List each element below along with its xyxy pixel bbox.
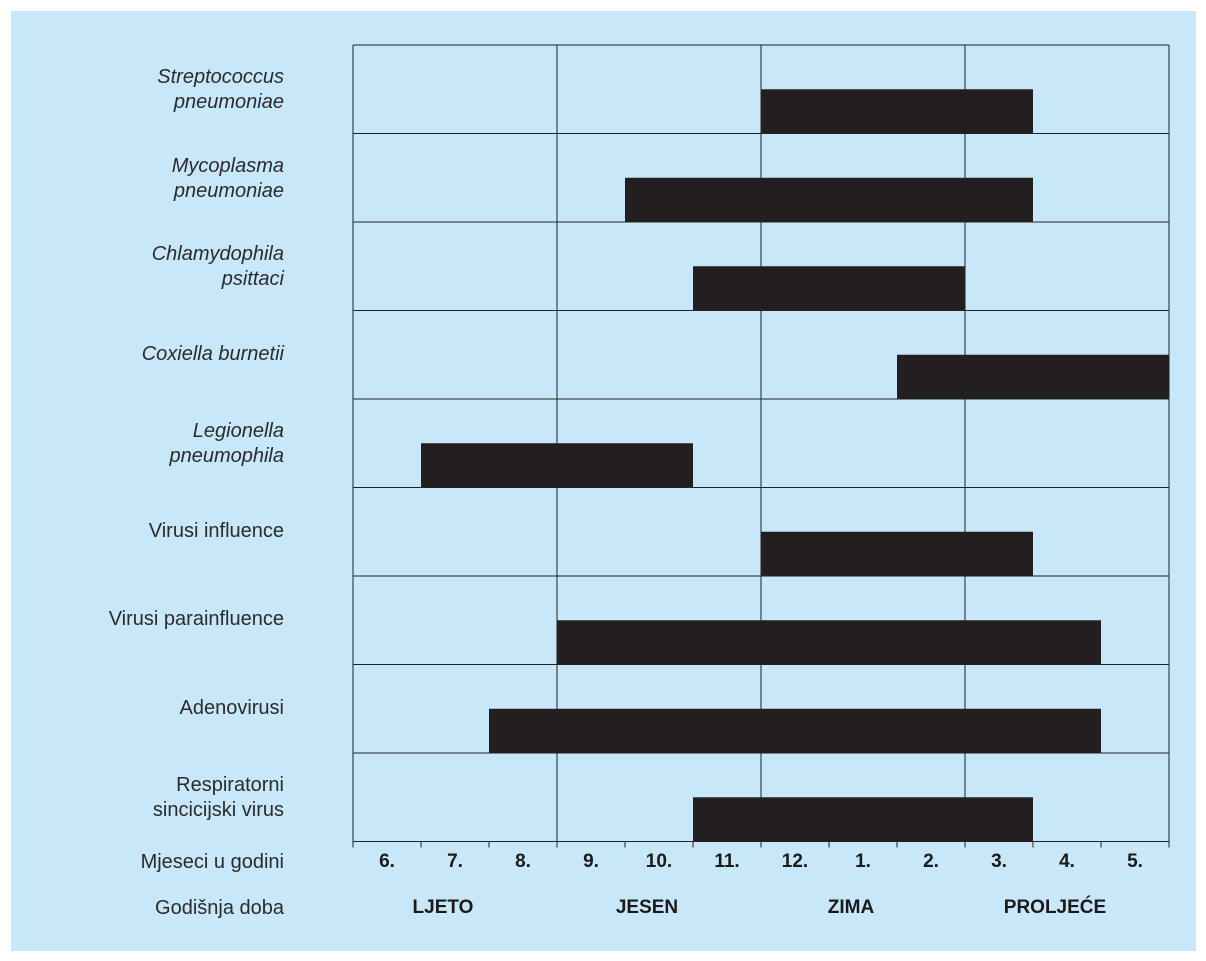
month-label: 5. — [1127, 851, 1143, 872]
month-label: 4. — [1059, 851, 1075, 872]
row-label-line: sincicijski virus — [152, 799, 284, 821]
row-label-line: psittaci — [221, 268, 284, 290]
season-label: ZIMA — [827, 897, 875, 918]
chart-panel: Streptococcus pneumoniae Mycoplasma pneumon… — [11, 11, 1196, 951]
month-label: 1. — [855, 851, 871, 872]
bar-6 — [557, 620, 1101, 665]
row-label-line: Adenovirusi — [179, 696, 284, 719]
bar-1 — [625, 177, 1033, 222]
month-label: 11. — [714, 851, 740, 872]
bar-8 — [693, 797, 1033, 842]
row-label-2: Chlamydophila psittaci — [0, 242, 284, 292]
row-label-line: Virusi influence — [148, 519, 284, 542]
row-label-3: Coxiella burnetii — [0, 342, 284, 367]
row-label-line: Chlamydophila — [151, 243, 284, 265]
month-label: 9. — [583, 851, 599, 872]
x-axis-title: Mjeseci u godini — [140, 851, 284, 873]
month-label: 10. — [645, 851, 673, 872]
row-label-8: Respiratorni sincicijski virus — [0, 773, 284, 823]
row-label-line: Mycoplasma — [171, 154, 284, 177]
row-label-1: Mycoplasma pneumoniae — [0, 154, 284, 204]
row-label-line: Respiratorni — [176, 774, 284, 796]
month-label: 7. — [447, 851, 463, 872]
row-label-7: Adenovirusi — [0, 696, 284, 721]
bar-2 — [693, 266, 965, 311]
row-label-4: Legionella pneumophila — [0, 419, 284, 469]
month-label: 6. — [379, 851, 395, 872]
month-label: 8. — [515, 851, 531, 872]
bar-0 — [761, 89, 1033, 134]
row-label-5: Virusi influence — [0, 519, 284, 544]
season-label: PROLJEĆE — [1003, 897, 1107, 918]
row-label-0: Streptococcus pneumoniae — [0, 65, 284, 115]
row-label-line: pneumoniae — [173, 91, 284, 113]
row-label-line: Streptococcus — [157, 66, 284, 88]
bar-7 — [489, 708, 1101, 753]
season-label: LJETO — [412, 897, 474, 918]
chart-svg — [352, 44, 1170, 848]
month-label: 3. — [991, 851, 1007, 872]
bar-5 — [761, 531, 1033, 576]
row-label-line: pneumoniae — [173, 179, 284, 202]
row-label-line: Legionella — [192, 420, 284, 442]
month-label: 2. — [923, 851, 939, 872]
row-label-6: Virusi parainfluence — [0, 607, 284, 632]
month-label: 12. — [781, 851, 809, 872]
row-label-line: Virusi parainfluence — [108, 608, 284, 630]
bar-3 — [897, 354, 1169, 399]
season-label: JESEN — [615, 897, 679, 918]
row-label-line: Coxiella burnetii — [141, 342, 284, 365]
row-label-line: pneumophila — [169, 445, 284, 467]
season-axis-title: Godišnja doba — [155, 897, 284, 919]
